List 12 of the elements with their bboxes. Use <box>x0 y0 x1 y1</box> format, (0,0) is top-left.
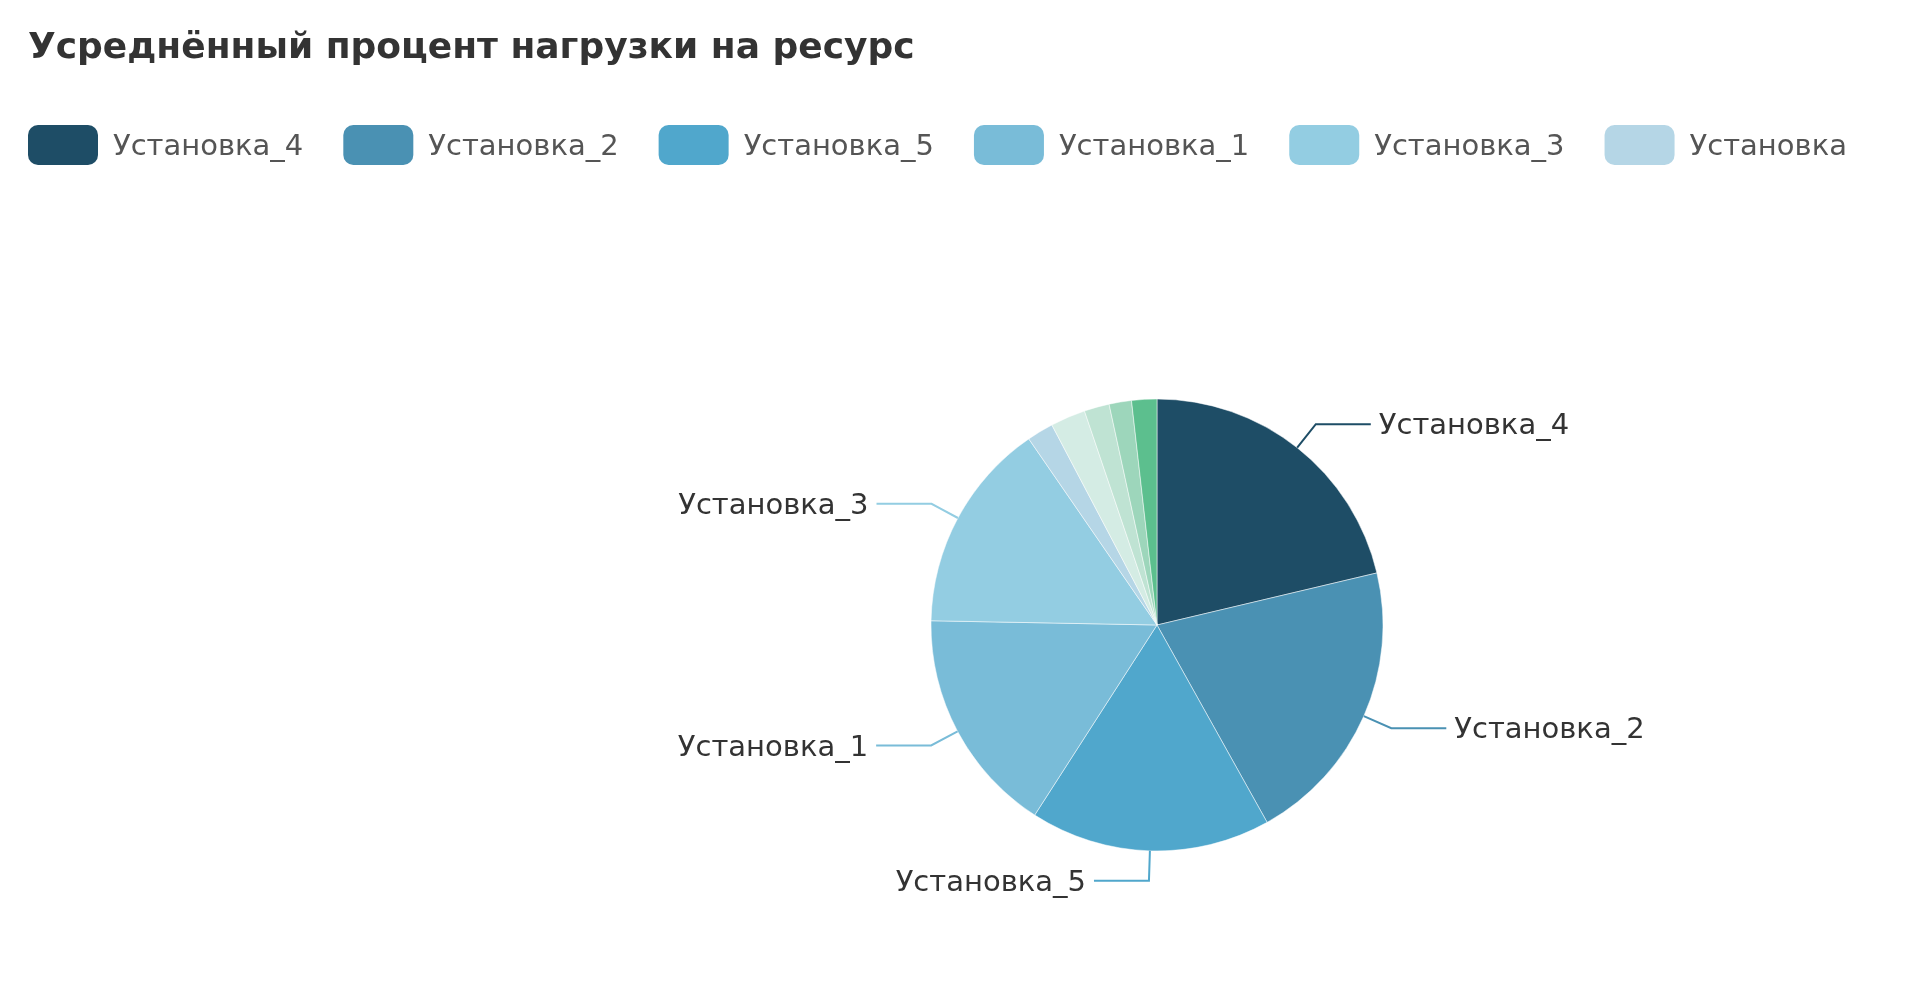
slice-label: Установка_1 <box>677 728 869 763</box>
slice-label: Установка_4 <box>1378 407 1570 442</box>
legend-label: Установка_2 <box>428 128 619 162</box>
chart-title: Усреднённый процент нагрузки на ресурс <box>28 25 915 66</box>
legend-label: Установка_3 <box>1374 128 1565 162</box>
legend-label: Установка_4 <box>113 128 304 162</box>
legend-label: Установка <box>1689 128 1847 162</box>
slice-label: Установка_3 <box>678 486 869 521</box>
legend-label: Установка_1 <box>1058 128 1250 162</box>
slice-label: Установка_5 <box>895 863 1086 898</box>
slice-label: Установка_2 <box>1454 711 1645 746</box>
legend-label: Установка_5 <box>743 128 934 162</box>
